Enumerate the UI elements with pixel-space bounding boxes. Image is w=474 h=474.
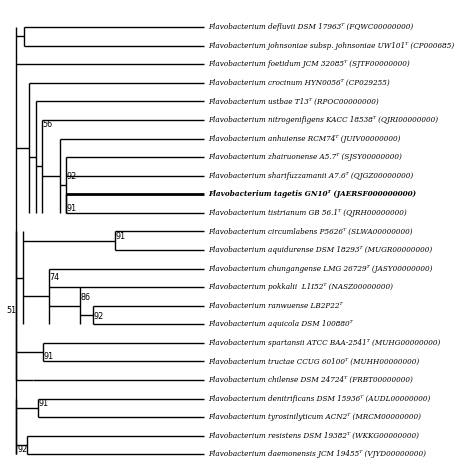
Text: Flavobacterium tructae CCUG 60100ᵀ (MUHH00000000): Flavobacterium tructae CCUG 60100ᵀ (MUHH… — [208, 357, 419, 365]
Text: Flavobacterium tistrianum GB 56.1ᵀ (QJRH00000000): Flavobacterium tistrianum GB 56.1ᵀ (QJRH… — [208, 209, 407, 217]
Text: Flavobacterium spartansii ATCC BAA-2541ᵀ (MUHG00000000): Flavobacterium spartansii ATCC BAA-2541ᵀ… — [208, 339, 440, 347]
Text: 86: 86 — [80, 293, 90, 302]
Text: 56: 56 — [43, 120, 53, 129]
Text: Flavobacterium defluvii DSM 17963ᵀ (FQWC00000000): Flavobacterium defluvii DSM 17963ᵀ (FQWC… — [208, 23, 413, 31]
Text: Flavobacterium daemonensis JCM 19455ᵀ (VJYD00000000): Flavobacterium daemonensis JCM 19455ᵀ (V… — [208, 450, 426, 458]
Text: 51: 51 — [6, 306, 16, 315]
Text: Flavobacterium sharifuzzamanii A7.6ᵀ (QJGZ00000000): Flavobacterium sharifuzzamanii A7.6ᵀ (QJ… — [208, 172, 413, 180]
Text: 91: 91 — [115, 232, 125, 241]
Text: 74: 74 — [50, 273, 60, 282]
Text: Flavobacterium tagetis GN10ᵀ (JAERSF000000000): Flavobacterium tagetis GN10ᵀ (JAERSF0000… — [208, 190, 416, 198]
Text: Flavobacterium pokkalii  L1I52ᵀ (NASZ00000000): Flavobacterium pokkalii L1I52ᵀ (NASZ0000… — [208, 283, 393, 291]
Text: 92: 92 — [67, 172, 77, 181]
Text: Flavobacterium tyrosinilyticum ACN2ᵀ (MRCM00000000): Flavobacterium tyrosinilyticum ACN2ᵀ (MR… — [208, 413, 421, 421]
Text: Flavobacterium nitrogenifigens KACC 18538ᵀ (QJRI00000000): Flavobacterium nitrogenifigens KACC 1853… — [208, 116, 438, 124]
Text: Flavobacterium zhairuonense A5.7ᵀ (SJSY00000000): Flavobacterium zhairuonense A5.7ᵀ (SJSY0… — [208, 153, 402, 161]
Text: Flavobacterium foetidum JCM 32085ᵀ (SJTF00000000): Flavobacterium foetidum JCM 32085ᵀ (SJTF… — [208, 60, 410, 68]
Text: Flavobacterium chilense DSM 24724ᵀ (FRBT00000000): Flavobacterium chilense DSM 24724ᵀ (FRBT… — [208, 376, 413, 384]
Text: Flavobacterium chungangense LMG 26729ᵀ (JASY00000000): Flavobacterium chungangense LMG 26729ᵀ (… — [208, 264, 433, 273]
Text: Flavobacterium aquicola DSM 100880ᵀ: Flavobacterium aquicola DSM 100880ᵀ — [208, 320, 353, 328]
Text: Flavobacterium resistens DSM 19382ᵀ (WKKG00000000): Flavobacterium resistens DSM 19382ᵀ (WKK… — [208, 432, 419, 440]
Text: 92: 92 — [93, 311, 104, 320]
Text: 91: 91 — [39, 399, 49, 408]
Text: Flavobacterium aquidurense DSM 18293ᵀ (MUGR00000000): Flavobacterium aquidurense DSM 18293ᵀ (M… — [208, 246, 432, 254]
Text: Flavobacterium anhuiense RCM74ᵀ (JUIV00000000): Flavobacterium anhuiense RCM74ᵀ (JUIV000… — [208, 135, 401, 143]
Text: 91: 91 — [43, 353, 54, 362]
Text: 91: 91 — [67, 204, 77, 213]
Text: Flavobacterium denitrificans DSM 15936ᵀ (AUDL00000000): Flavobacterium denitrificans DSM 15936ᵀ … — [208, 395, 430, 402]
Text: Flavobacterium ustbae T13ᵀ (RPOC00000000): Flavobacterium ustbae T13ᵀ (RPOC00000000… — [208, 97, 379, 105]
Text: Flavobacterium crocinum HYN0056ᵀ (CP029255): Flavobacterium crocinum HYN0056ᵀ (CP0292… — [208, 79, 390, 87]
Text: Flavobacterium johnsoniae subsp. johnsoniae UW101ᵀ (CP000685): Flavobacterium johnsoniae subsp. johnson… — [208, 42, 454, 50]
Text: Flavobacterium ranwuense LB2P22ᵀ: Flavobacterium ranwuense LB2P22ᵀ — [208, 302, 343, 310]
Text: 92: 92 — [18, 446, 27, 455]
Text: Flavobacterium circumlabens P5626ᵀ (SLWA00000000): Flavobacterium circumlabens P5626ᵀ (SLWA… — [208, 228, 413, 236]
